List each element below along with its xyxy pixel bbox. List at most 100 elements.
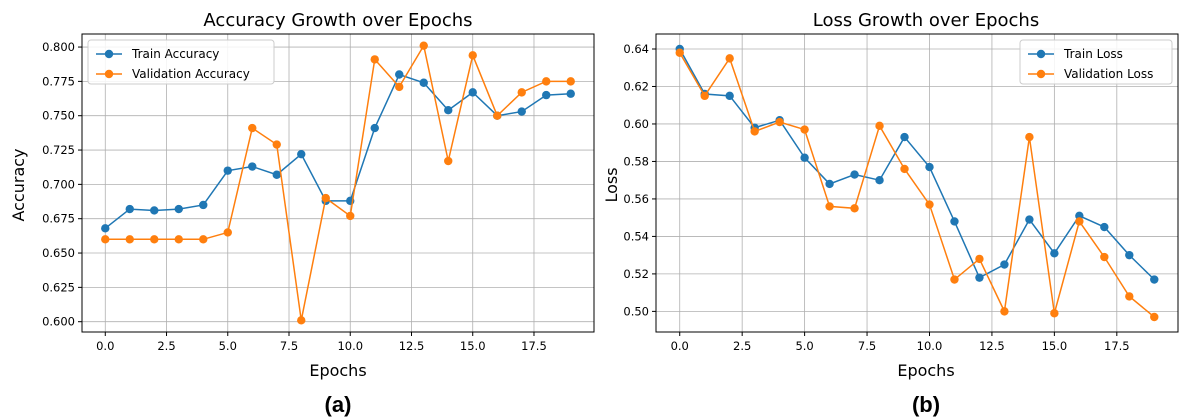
data-point bbox=[800, 153, 809, 162]
data-point bbox=[101, 224, 110, 233]
data-point bbox=[517, 88, 526, 97]
data-point bbox=[1125, 250, 1134, 260]
data-point bbox=[950, 217, 959, 226]
data-point bbox=[1100, 252, 1109, 262]
legend-marker bbox=[1036, 69, 1046, 79]
series-line bbox=[104, 73, 571, 229]
y-tick-label: 0.600 bbox=[42, 315, 75, 329]
data-point bbox=[395, 70, 404, 79]
x-tick-label: 2.5 bbox=[733, 339, 751, 353]
data-point bbox=[346, 211, 355, 221]
data-point bbox=[1000, 307, 1009, 316]
legend-entry: Validation Loss bbox=[1064, 67, 1153, 81]
data-point bbox=[248, 162, 257, 171]
data-point bbox=[1100, 222, 1109, 232]
x-tick-label: 12.5 bbox=[399, 339, 425, 353]
panel-label: (b) bbox=[912, 392, 940, 417]
data-point bbox=[850, 170, 859, 179]
data-point bbox=[675, 48, 684, 57]
data-point bbox=[321, 193, 330, 203]
data-point bbox=[199, 235, 208, 244]
legend-entry: Train Accuracy bbox=[131, 47, 219, 61]
data-point bbox=[542, 90, 551, 100]
x-tick-label: 15.0 bbox=[1042, 339, 1068, 353]
data-point bbox=[395, 82, 404, 92]
x-tick-label: 5.0 bbox=[219, 339, 237, 353]
y-tick-label: 0.64 bbox=[623, 42, 649, 56]
data-point bbox=[272, 170, 281, 179]
x-axis-label: Epochs bbox=[897, 361, 954, 380]
data-point bbox=[750, 127, 759, 136]
data-point bbox=[297, 316, 306, 325]
data-point bbox=[174, 235, 183, 244]
chart-title: Loss Growth over Epochs bbox=[813, 10, 1039, 31]
y-axis-label: Loss bbox=[602, 167, 621, 202]
x-tick-label: 17.5 bbox=[521, 339, 547, 353]
y-tick-label: 0.60 bbox=[623, 117, 649, 131]
data-point bbox=[825, 202, 834, 211]
data-point bbox=[1150, 312, 1159, 322]
data-point bbox=[468, 88, 477, 97]
data-point bbox=[248, 123, 257, 133]
y-tick-label: 0.800 bbox=[42, 40, 75, 54]
plot-frame bbox=[81, 33, 595, 333]
data-point bbox=[517, 107, 526, 116]
legend: Train Loss Validation Loss bbox=[1019, 39, 1173, 85]
data-point bbox=[800, 125, 809, 134]
data-point bbox=[875, 175, 884, 185]
data-point bbox=[150, 206, 159, 215]
data-point bbox=[1050, 309, 1059, 318]
data-point bbox=[468, 51, 477, 60]
data-point bbox=[566, 77, 575, 86]
chart-title: Accuracy Growth over Epochs bbox=[203, 10, 472, 31]
legend-entry: Validation Accuracy bbox=[132, 67, 250, 81]
data-point bbox=[370, 123, 379, 133]
data-point bbox=[1075, 217, 1084, 226]
data-point bbox=[444, 106, 453, 115]
data-point bbox=[199, 200, 208, 210]
data-point bbox=[1025, 215, 1034, 224]
data-point bbox=[975, 273, 984, 282]
data-point bbox=[542, 77, 551, 86]
loss-chart: Loss Growth over Epochs Epochs Loss (b) … bbox=[602, 10, 1179, 417]
data-point bbox=[272, 140, 281, 149]
data-point bbox=[900, 164, 909, 174]
legend-entry: Train Loss bbox=[1063, 47, 1123, 61]
legend-marker bbox=[1036, 49, 1046, 59]
data-point bbox=[125, 235, 134, 244]
y-tick-label: 0.625 bbox=[42, 280, 75, 294]
legend-marker bbox=[104, 49, 114, 59]
data-point bbox=[700, 91, 709, 101]
x-tick-label: 0.0 bbox=[96, 339, 114, 353]
data-point bbox=[1125, 292, 1134, 301]
legend-box bbox=[1019, 39, 1173, 85]
data-point bbox=[900, 132, 909, 142]
x-tick-label: 12.5 bbox=[979, 339, 1005, 353]
x-tick-label: 17.5 bbox=[1104, 339, 1130, 353]
x-tick-label: 7.5 bbox=[858, 339, 876, 353]
data-point bbox=[419, 78, 428, 87]
y-tick-label: 0.700 bbox=[42, 177, 75, 191]
data-point bbox=[725, 54, 734, 63]
data-point bbox=[775, 117, 784, 127]
data-point bbox=[125, 204, 134, 214]
series-line bbox=[105, 43, 571, 321]
data-point bbox=[950, 275, 959, 284]
series-line bbox=[679, 52, 1155, 318]
series-line bbox=[679, 48, 1155, 281]
legend-box bbox=[87, 39, 275, 85]
data-point bbox=[370, 55, 379, 64]
y-tick-label: 0.52 bbox=[623, 267, 649, 281]
panel-label: (a) bbox=[325, 392, 352, 417]
x-axis-label: Epochs bbox=[309, 361, 366, 380]
data-point bbox=[1000, 260, 1009, 269]
data-point bbox=[1025, 132, 1034, 142]
data-point bbox=[850, 204, 859, 213]
x-tick-label: 7.5 bbox=[280, 339, 298, 353]
x-tick-label: 5.0 bbox=[795, 339, 813, 353]
legend: Train Accuracy Validation Accuracy bbox=[87, 39, 275, 85]
data-point bbox=[725, 91, 734, 101]
x-tick-label: 10.0 bbox=[917, 339, 943, 353]
y-tick-label: 0.725 bbox=[42, 143, 75, 157]
y-axis-label: Accuracy bbox=[9, 148, 28, 221]
